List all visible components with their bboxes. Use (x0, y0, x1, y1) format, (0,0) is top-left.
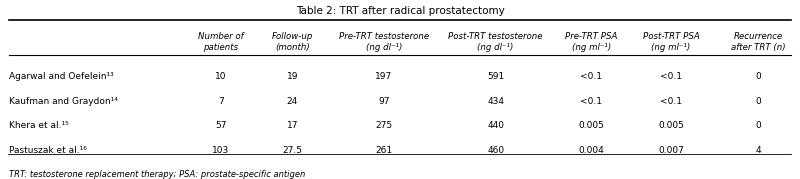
Text: Pre-TRT PSA
(ng ml⁻¹): Pre-TRT PSA (ng ml⁻¹) (565, 32, 618, 52)
Text: 0.005: 0.005 (658, 121, 684, 130)
Text: 10: 10 (215, 72, 226, 81)
Text: <0.1: <0.1 (660, 96, 682, 106)
Text: 0.007: 0.007 (658, 146, 684, 155)
Text: Table 2: TRT after radical prostatectomy: Table 2: TRT after radical prostatectomy (296, 6, 504, 16)
Text: 103: 103 (212, 146, 230, 155)
Text: 0.004: 0.004 (578, 146, 604, 155)
Text: 57: 57 (215, 121, 226, 130)
Text: 97: 97 (378, 96, 390, 106)
Text: TRT: testosterone replacement therapy; PSA: prostate-specific antigen: TRT: testosterone replacement therapy; P… (10, 170, 306, 179)
Text: 24: 24 (286, 96, 298, 106)
Text: Post-TRT PSA
(ng ml⁻¹): Post-TRT PSA (ng ml⁻¹) (642, 32, 699, 52)
Text: 7: 7 (218, 96, 223, 106)
Text: 460: 460 (487, 146, 504, 155)
Text: Pastuszak et al.¹⁶: Pastuszak et al.¹⁶ (10, 146, 87, 155)
Text: 17: 17 (286, 121, 298, 130)
Text: Agarwal and Oefelein¹³: Agarwal and Oefelein¹³ (10, 72, 114, 81)
Text: Post-TRT testosterone
(ng dl⁻¹): Post-TRT testosterone (ng dl⁻¹) (449, 32, 543, 52)
Text: 434: 434 (487, 96, 504, 106)
Text: 591: 591 (487, 72, 504, 81)
Text: Follow-up
(month): Follow-up (month) (272, 32, 313, 52)
Text: Khera et al.¹⁵: Khera et al.¹⁵ (10, 121, 69, 130)
Text: 0: 0 (756, 72, 762, 81)
Text: 440: 440 (487, 121, 504, 130)
Text: 197: 197 (375, 72, 393, 81)
Text: 261: 261 (375, 146, 393, 155)
Text: <0.1: <0.1 (660, 72, 682, 81)
Text: 19: 19 (286, 72, 298, 81)
Text: 275: 275 (375, 121, 393, 130)
Text: 0: 0 (756, 96, 762, 106)
Text: <0.1: <0.1 (580, 96, 602, 106)
Text: 0.005: 0.005 (578, 121, 604, 130)
Text: Number of
patients: Number of patients (198, 32, 243, 52)
Text: 27.5: 27.5 (282, 146, 302, 155)
Text: Pre-TRT testosterone
(ng dl⁻¹): Pre-TRT testosterone (ng dl⁻¹) (339, 32, 429, 52)
Text: Kaufman and Graydon¹⁴: Kaufman and Graydon¹⁴ (10, 96, 118, 106)
Text: 0: 0 (756, 121, 762, 130)
Text: 4: 4 (756, 146, 762, 155)
Text: Recurrence
after TRT (n): Recurrence after TRT (n) (731, 32, 786, 52)
Text: <0.1: <0.1 (580, 72, 602, 81)
